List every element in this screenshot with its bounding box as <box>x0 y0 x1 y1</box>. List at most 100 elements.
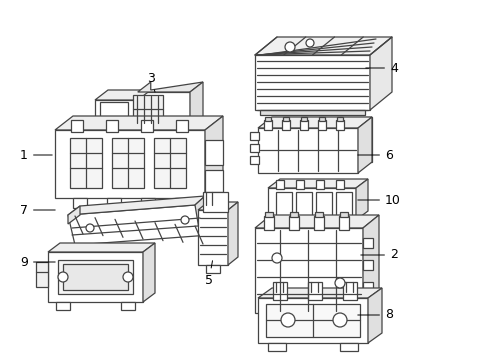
Bar <box>203 192 228 212</box>
Bar <box>268 343 286 351</box>
Polygon shape <box>368 288 382 343</box>
Polygon shape <box>48 243 155 252</box>
Bar <box>316 192 332 216</box>
Bar <box>319 117 325 121</box>
Polygon shape <box>68 206 80 224</box>
Bar <box>339 216 349 230</box>
Text: 10: 10 <box>358 194 401 207</box>
Polygon shape <box>268 188 356 220</box>
Polygon shape <box>138 82 203 92</box>
Polygon shape <box>255 228 363 313</box>
Bar <box>314 216 324 230</box>
Polygon shape <box>55 116 223 130</box>
Bar <box>276 180 284 189</box>
Polygon shape <box>68 196 205 215</box>
Bar <box>296 192 312 216</box>
Bar <box>340 212 348 217</box>
Bar <box>363 238 373 248</box>
Bar <box>276 192 292 216</box>
Text: 4: 4 <box>366 62 398 75</box>
Polygon shape <box>260 313 366 321</box>
Bar <box>176 120 188 132</box>
Polygon shape <box>255 55 370 110</box>
Circle shape <box>306 39 314 47</box>
Bar <box>205 170 223 192</box>
Polygon shape <box>205 116 223 198</box>
Text: 3: 3 <box>147 72 155 92</box>
Bar <box>273 282 287 300</box>
Bar <box>265 212 273 217</box>
Polygon shape <box>195 196 210 235</box>
Bar <box>300 120 308 130</box>
Circle shape <box>86 224 94 232</box>
Polygon shape <box>363 215 379 313</box>
Polygon shape <box>36 262 48 287</box>
Bar <box>106 120 118 132</box>
Polygon shape <box>68 205 210 245</box>
Polygon shape <box>358 117 372 173</box>
Bar <box>121 302 135 310</box>
Text: 6: 6 <box>358 149 393 162</box>
Bar <box>205 140 223 165</box>
Bar <box>73 198 87 208</box>
Bar <box>265 117 271 121</box>
Circle shape <box>285 42 295 52</box>
Bar <box>154 138 186 188</box>
Polygon shape <box>95 90 151 100</box>
Polygon shape <box>356 179 368 220</box>
Bar <box>112 138 144 188</box>
Bar <box>318 120 326 130</box>
Circle shape <box>281 313 295 327</box>
Polygon shape <box>255 37 392 55</box>
Polygon shape <box>190 82 203 127</box>
Polygon shape <box>258 128 358 173</box>
Text: 5: 5 <box>205 261 213 287</box>
Bar <box>266 304 360 337</box>
Polygon shape <box>228 202 238 265</box>
Circle shape <box>335 278 345 288</box>
Bar <box>71 120 83 132</box>
Text: 2: 2 <box>361 248 398 261</box>
Text: 7: 7 <box>20 203 55 216</box>
Bar <box>289 216 299 230</box>
Bar <box>133 95 163 124</box>
Bar <box>63 264 128 290</box>
Bar <box>56 302 70 310</box>
Bar <box>336 120 344 130</box>
Polygon shape <box>258 288 382 298</box>
Bar <box>296 180 304 189</box>
Circle shape <box>272 253 282 263</box>
Bar <box>301 117 307 121</box>
Polygon shape <box>198 210 228 265</box>
Polygon shape <box>143 243 155 302</box>
Bar <box>363 282 373 292</box>
Polygon shape <box>55 130 205 198</box>
Bar <box>343 282 357 300</box>
Bar <box>315 212 323 217</box>
Bar <box>336 180 344 189</box>
Circle shape <box>181 216 189 224</box>
Bar <box>264 120 272 130</box>
Polygon shape <box>95 92 190 127</box>
Bar <box>250 132 259 140</box>
Bar <box>290 212 298 217</box>
Bar <box>250 144 259 152</box>
Text: 8: 8 <box>358 309 393 321</box>
Polygon shape <box>58 260 133 294</box>
Polygon shape <box>258 117 372 128</box>
Polygon shape <box>370 37 392 110</box>
Bar <box>336 192 352 216</box>
Circle shape <box>123 272 133 282</box>
Polygon shape <box>258 298 368 343</box>
Polygon shape <box>255 215 379 228</box>
Polygon shape <box>272 117 372 162</box>
Bar <box>250 156 259 164</box>
Bar <box>337 117 343 121</box>
Bar <box>141 120 153 132</box>
Bar <box>308 282 322 300</box>
Bar <box>175 198 189 208</box>
Bar <box>363 260 373 270</box>
Bar <box>264 216 274 230</box>
Text: 9: 9 <box>20 256 55 269</box>
Bar <box>340 343 358 351</box>
